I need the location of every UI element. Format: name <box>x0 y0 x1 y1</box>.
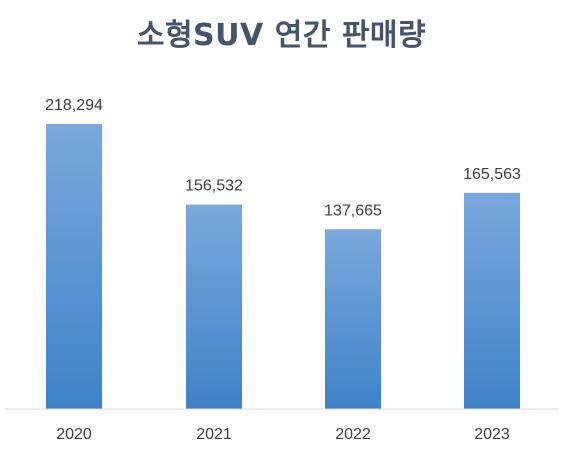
x-tick-2023: 2023 <box>474 426 510 443</box>
x-tick-2020: 2020 <box>56 426 92 443</box>
data-label-2020: 218,294 <box>45 97 103 114</box>
chart-title: 소형SUV 연간 판매량 <box>136 18 427 53</box>
data-label-2022: 137,665 <box>324 202 382 219</box>
bar-2023 <box>464 192 520 409</box>
x-axis-ticks: 2020 2021 2022 2023 <box>56 426 510 443</box>
data-label-2023: 165,563 <box>463 166 521 183</box>
x-tick-2021: 2021 <box>196 426 232 443</box>
data-labels: 218,294 156,532 137,665 165,563 <box>45 97 521 219</box>
data-label-2021: 156,532 <box>185 178 243 195</box>
bar-series <box>46 124 520 409</box>
x-tick-2022: 2022 <box>335 426 371 443</box>
bar-2022 <box>325 229 381 409</box>
bar-2020 <box>46 124 102 409</box>
bar-2021 <box>186 204 242 409</box>
